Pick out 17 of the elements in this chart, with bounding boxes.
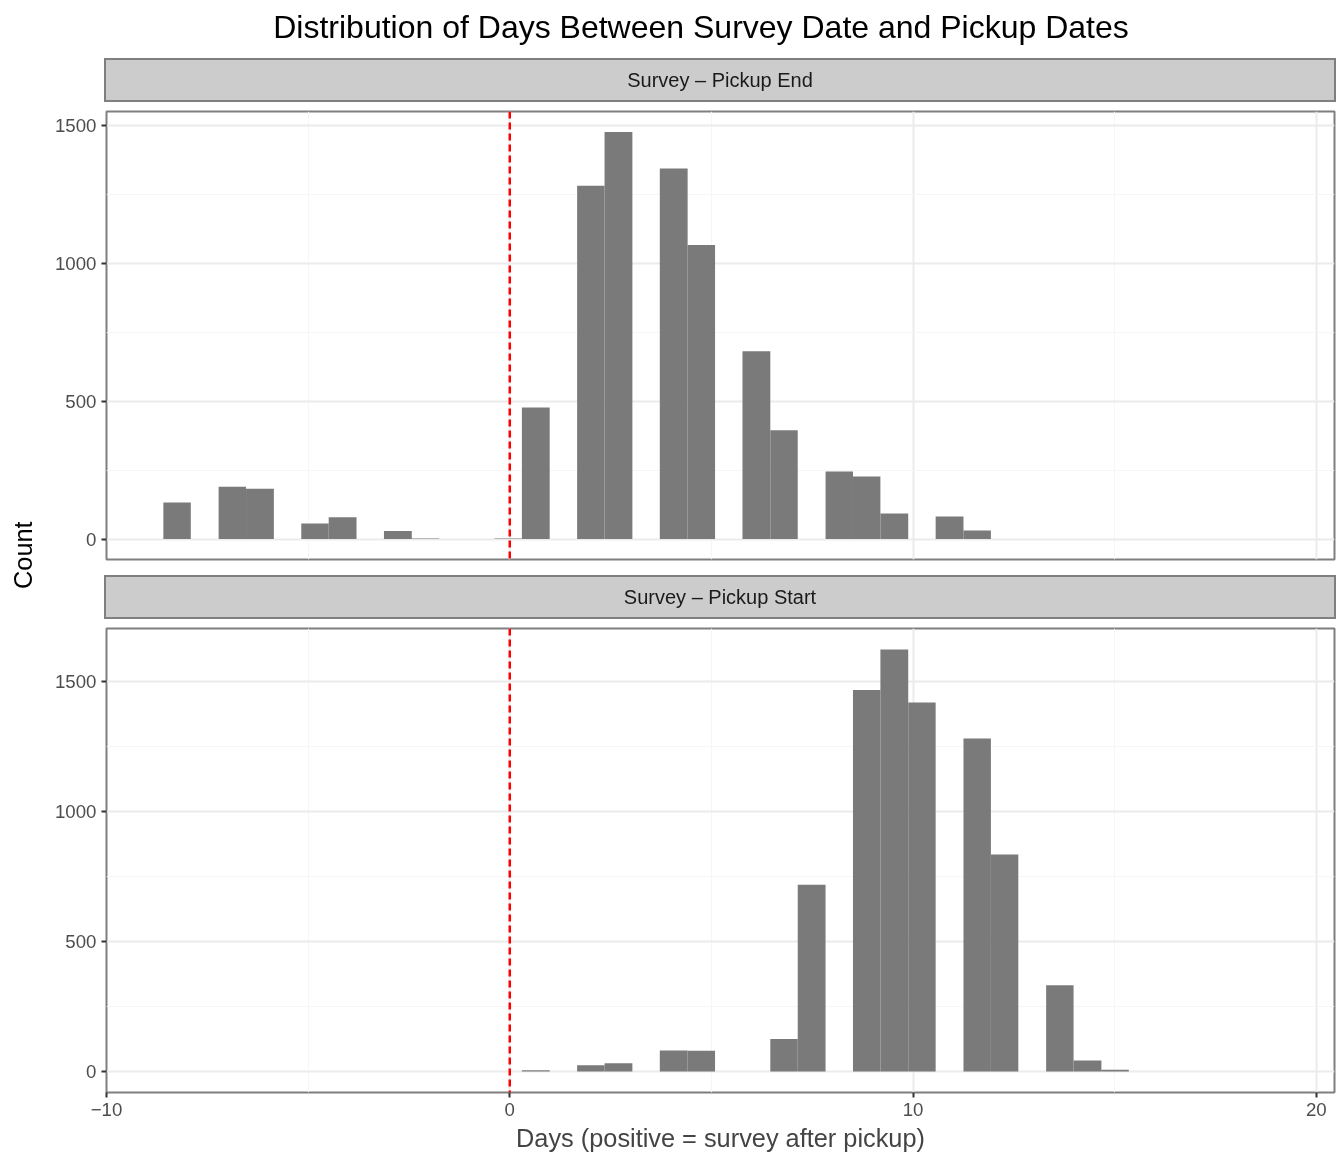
y-tick-label: 1000 xyxy=(55,252,97,274)
y-tick-label: 1500 xyxy=(55,671,97,693)
y-tick-label: 1000 xyxy=(55,801,97,823)
chart-subtitle: Survey – Pickup End xyxy=(627,67,813,93)
x-tick-label: 10 xyxy=(902,1098,924,1120)
y-tick-label: 0 xyxy=(86,1060,97,1082)
y-tick-label: 0 xyxy=(86,528,97,550)
x-tick-label: 20 xyxy=(1305,1098,1327,1120)
y-tick-label: 500 xyxy=(65,931,97,953)
x-tick-label: −10 xyxy=(90,1098,123,1120)
y-tick-label: 500 xyxy=(65,390,97,412)
y-axis-title: Count xyxy=(7,521,38,589)
y-tick-label: 1500 xyxy=(55,115,97,137)
x-axis-title: Days (positive = survey after pickup) xyxy=(516,1123,925,1152)
chart-subtitle: Survey – Pickup Start xyxy=(623,584,817,610)
x-tick-label: 0 xyxy=(504,1098,515,1120)
chart-title: Distribution of Days Between Survey Date and Pickup Dates xyxy=(273,8,1129,47)
